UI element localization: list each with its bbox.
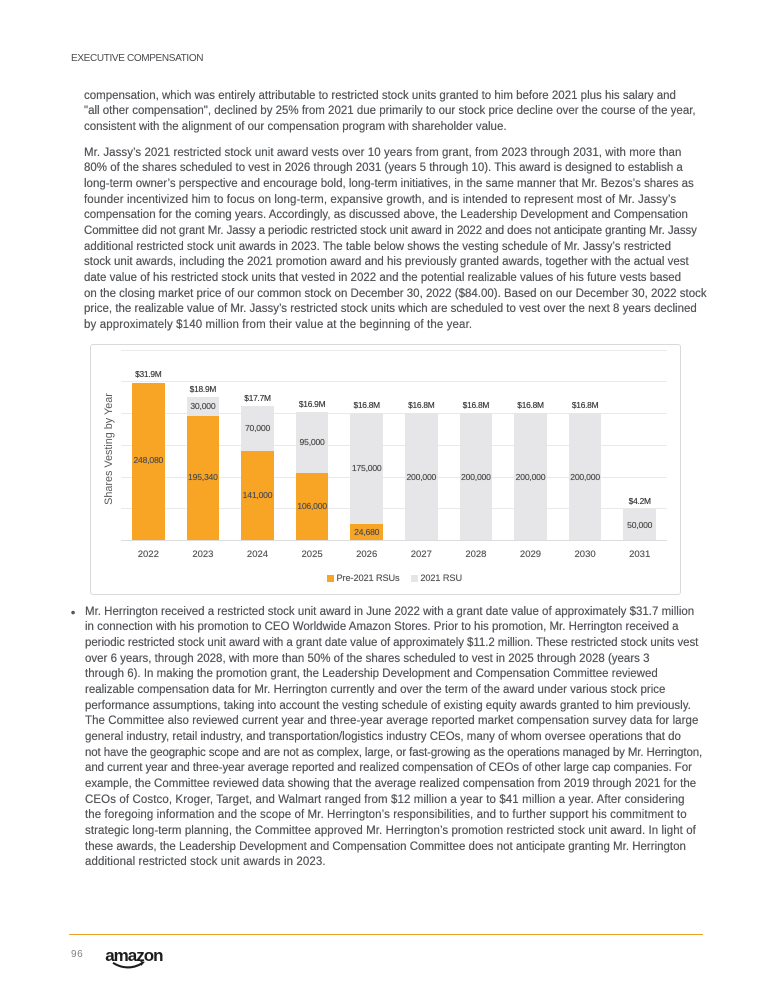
svg-text:amazon: amazon [105,946,163,965]
